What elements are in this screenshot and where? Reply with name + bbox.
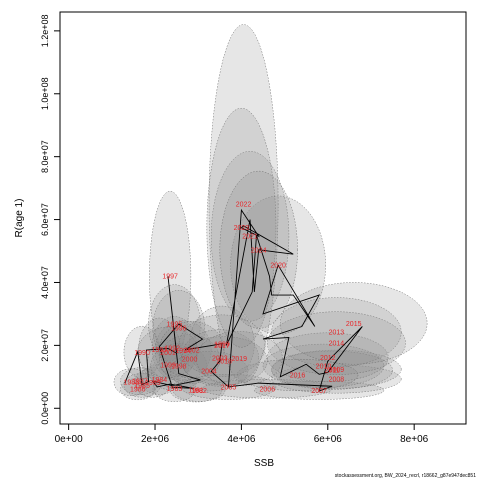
year-label-1991: 1991: [152, 347, 168, 354]
y-tick-label: 4.0e+07: [40, 266, 50, 299]
year-label-2011: 2011: [325, 368, 340, 375]
year-label-2015: 2015: [346, 321, 362, 328]
y-tick-label: 2.0e+07: [40, 329, 50, 362]
year-label-1992: 1992: [165, 345, 181, 352]
year-label-2005: 2005: [221, 384, 237, 391]
y-tick-label: 0.0e+00: [40, 392, 50, 425]
year-label-2014: 2014: [329, 341, 345, 348]
year-label-2019: 2019: [231, 356, 247, 363]
year-label-2018: 2018: [216, 358, 232, 365]
year-label-2009: 2009: [329, 367, 345, 374]
x-tick-label: 6e+06: [314, 434, 343, 445]
ellipse-1986: [120, 378, 156, 401]
year-label-1985: 1985: [134, 383, 150, 390]
year-label-1998: 1998: [171, 364, 187, 371]
ellipse-1984: [139, 363, 180, 395]
ellipse-1996: [152, 290, 205, 367]
ellipse-2009: [271, 349, 402, 389]
ellipse-2014: [267, 311, 406, 375]
year-label-2002: 2002: [184, 347, 200, 354]
year-label-2004: 2004: [201, 369, 217, 376]
year-label-2012: 2012: [320, 355, 336, 362]
ellipse-1997: [149, 191, 192, 362]
ellipse-2019: [195, 331, 283, 386]
ellipse-2016: [236, 358, 359, 391]
y-axis-label: R(age 1): [14, 199, 25, 238]
x-tick-label: 4e+06: [227, 434, 256, 445]
footer-note: stockassessment.org, BW_2024_recrl, r186…: [335, 473, 476, 479]
ellipse-1990: [123, 325, 161, 379]
year-label-2024: 2024: [251, 247, 267, 254]
year-label-1990: 1990: [134, 350, 150, 357]
x-axis-label: SSB: [254, 458, 274, 469]
year-label-2010: 2010: [316, 363, 332, 370]
year-label-1989: 1989: [145, 380, 161, 387]
year-label-1982: 1982: [191, 388, 207, 395]
year-label-2003: 2003: [212, 355, 228, 362]
ellipse-1987: [120, 367, 160, 396]
year-label-1994: 1994: [175, 348, 191, 355]
y-tick-label: 1.2e+08: [40, 14, 50, 47]
year-label-1984: 1984: [152, 377, 168, 384]
ellipse-1988: [113, 368, 149, 396]
year-label-1986: 1986: [130, 387, 146, 394]
ellipse-2002: [159, 321, 225, 379]
ellipse-2012: [267, 332, 389, 383]
year-label-2000: 2000: [182, 357, 198, 364]
year-label-1999: 1999: [214, 341, 230, 348]
year-label-2023: 2023: [234, 225, 250, 232]
ellipse-2015: [280, 282, 428, 365]
year-label-2022: 2022: [236, 201, 252, 208]
y-tick-label: 6.0e+07: [40, 203, 50, 236]
year-label-2021: 2021: [242, 234, 258, 241]
y-tick-label: 1.0e+08: [40, 77, 50, 110]
year-label-1988: 1988: [123, 380, 139, 387]
year-label-1996: 1996: [171, 326, 187, 333]
year-label-1995: 1995: [167, 321, 183, 328]
y-axis: 0.0e+00 2.0e+07 4.0e+07 6.0e+07 8.0e+07 1.0e+…: [40, 14, 61, 425]
y-tick-label: 8.0e+07: [40, 140, 50, 173]
ellipse-1985: [123, 373, 161, 398]
x-tick-label: 0e+00: [55, 434, 84, 445]
time-path: [124, 208, 363, 392]
ellipse-2001: [137, 326, 199, 378]
x-tick-label: 8e+06: [400, 434, 429, 445]
year-label-1987: 1987: [132, 379, 148, 386]
year-label-2001: 2001: [160, 350, 176, 357]
year-label-1983: 1983: [167, 386, 183, 393]
ellipse-2018: [180, 336, 268, 386]
year-label-2013: 2013: [329, 330, 345, 337]
year-label-2020: 2020: [270, 263, 286, 270]
year-label-2017: 2017: [214, 343, 230, 350]
year-label-1981: 1981: [188, 388, 204, 395]
ellipse-2011: [271, 350, 393, 390]
year-label-2006: 2006: [260, 386, 276, 393]
year-label-2008: 2008: [329, 377, 345, 384]
year-label-2016: 2016: [290, 372, 306, 379]
year-label-1993: 1993: [160, 362, 176, 369]
x-axis: 0e+00 2e+06 4e+06 6e+06 8e+06: [55, 423, 429, 445]
year-label-2007: 2007: [311, 388, 327, 395]
year-label-1997: 1997: [162, 274, 178, 281]
ellipse-1993: [146, 340, 189, 390]
trajectory-line: [124, 208, 363, 392]
x-tick-label: 2e+06: [141, 434, 170, 445]
